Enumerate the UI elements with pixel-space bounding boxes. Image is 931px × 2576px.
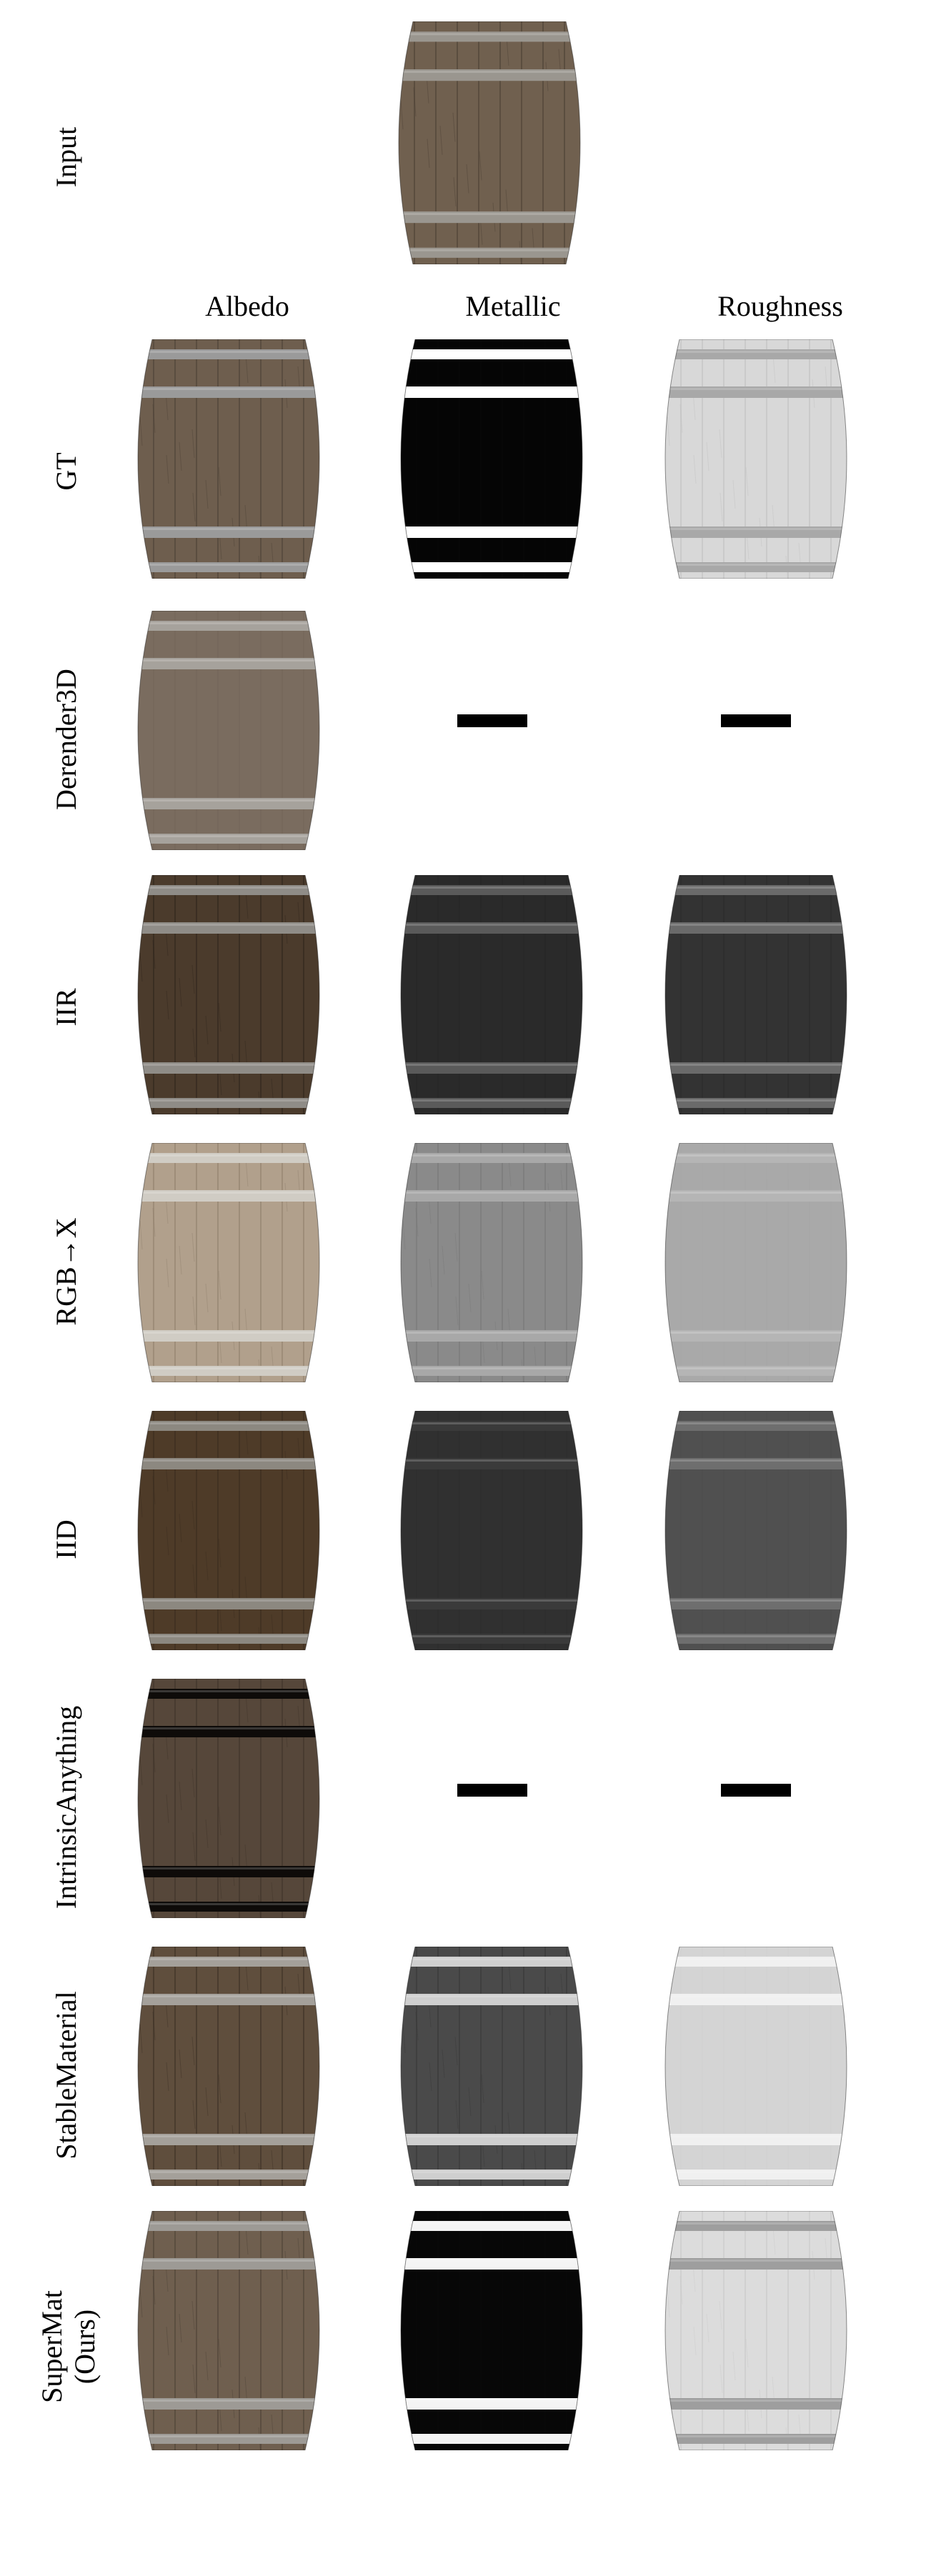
gt-metallic-image <box>395 339 588 579</box>
column-header-albedo: Albedo <box>205 290 289 322</box>
supermat-roughness-image <box>659 2211 852 2450</box>
row-label-supermat: SuperMat (Ours) <box>36 2175 107 2518</box>
iid-metallic-image <box>395 1411 588 1650</box>
stablematerial-albedo-image <box>132 1947 325 2186</box>
stablematerial-metallic-image <box>395 1947 588 2186</box>
row-label-supermat-line2: (Ours) <box>69 2309 101 2385</box>
iir-albedo-image <box>132 875 325 1114</box>
rgbx-roughness-image <box>659 1143 852 1382</box>
column-header-metallic: Metallic <box>465 290 561 322</box>
input-label: Input <box>50 126 82 188</box>
rgbx-metallic-image <box>395 1143 588 1382</box>
supermat-albedo-image <box>132 2211 325 2450</box>
gt-albedo-image <box>132 339 325 579</box>
row-label-supermat-line1: SuperMat <box>36 2290 68 2403</box>
column-header-roughness: Roughness <box>717 290 843 322</box>
derender3d-albedo-image <box>132 611 325 850</box>
iir-metallic-image <box>395 875 588 1114</box>
iid-albedo-image <box>132 1411 325 1650</box>
rgbx-albedo-image <box>132 1143 325 1382</box>
iid-roughness-image <box>659 1411 852 1650</box>
intrinsicanything-metallic-unavailable-bar <box>457 1784 527 1797</box>
input-barrel-image <box>393 21 586 264</box>
gt-roughness-image <box>659 339 852 579</box>
derender3d-metallic-unavailable-bar <box>457 714 527 727</box>
stablematerial-roughness-image <box>659 1947 852 2186</box>
iir-roughness-image <box>659 875 852 1114</box>
derender3d-roughness-unavailable-bar <box>721 714 791 727</box>
intrinsicanything-roughness-unavailable-bar <box>721 1784 791 1797</box>
intrinsicanything-albedo-image <box>132 1679 325 1918</box>
supermat-metallic-image <box>395 2211 588 2450</box>
